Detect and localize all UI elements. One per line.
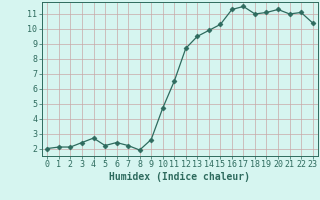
X-axis label: Humidex (Indice chaleur): Humidex (Indice chaleur) [109, 172, 251, 182]
